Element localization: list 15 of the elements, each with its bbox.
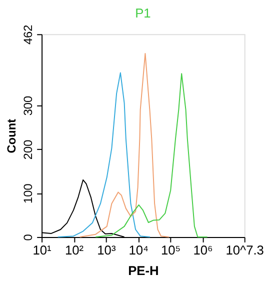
y-tick-label: 200 xyxy=(21,139,36,160)
y-tick-label: 100 xyxy=(21,183,36,204)
y-tick-label: 462 xyxy=(21,24,36,45)
y-tick-label: 0 xyxy=(21,234,36,241)
x-tick-label: 10⁵ xyxy=(160,242,181,258)
x-tick-label: 10³ xyxy=(97,242,116,258)
chart-title: P1 xyxy=(135,5,151,20)
x-tick-label: 10¹ xyxy=(32,242,52,258)
x-tick-label: 10^7.3 xyxy=(226,242,264,258)
x-axis-title: PE-H xyxy=(128,263,159,278)
x-tick-label: 10⁴ xyxy=(128,242,149,258)
y-tick-label: 300 xyxy=(21,95,36,116)
x-tick-label: 10⁶ xyxy=(193,242,213,258)
y-axis-title: Count xyxy=(4,118,18,154)
x-tick-label: 10² xyxy=(64,242,84,258)
